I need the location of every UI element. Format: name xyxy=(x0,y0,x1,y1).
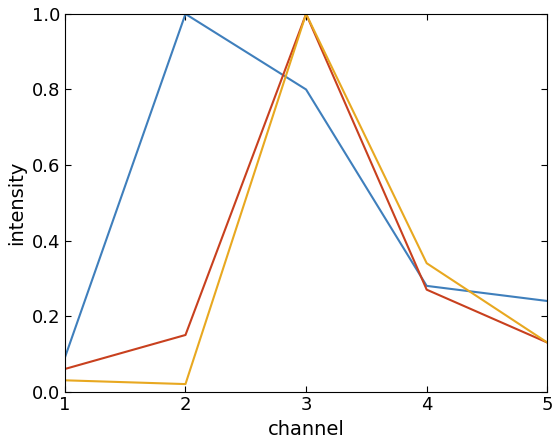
X-axis label: channel: channel xyxy=(268,420,344,439)
Y-axis label: intensity: intensity xyxy=(7,161,26,245)
